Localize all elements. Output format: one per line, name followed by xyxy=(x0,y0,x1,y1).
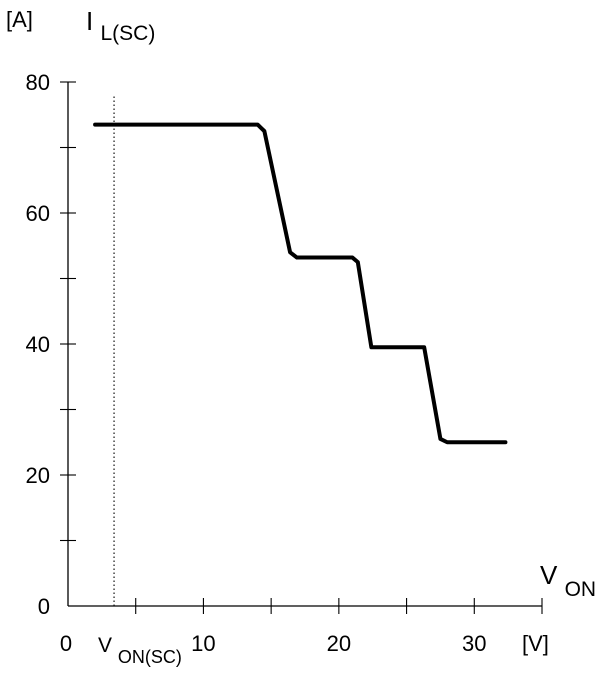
x-tick-label: 30 xyxy=(462,631,486,656)
y-unit-label: [A] xyxy=(6,7,33,32)
x-unit-label: [V] xyxy=(522,631,549,656)
y-tick-label: 20 xyxy=(26,463,50,488)
marker-label: V ON(SC) xyxy=(98,634,182,667)
x-axis-label: V ON xyxy=(540,560,596,601)
x-tick-label: 0 xyxy=(60,631,72,656)
y-tick-label: 0 xyxy=(38,594,50,619)
x-tick-label: 20 xyxy=(327,631,351,656)
chart-plot-area: 0 10 20 30 0 20 40 60 80 xyxy=(26,70,543,656)
x-tick-label: 10 xyxy=(191,631,215,656)
y-tick-label: 40 xyxy=(26,332,50,357)
y-tick-label: 80 xyxy=(26,70,50,95)
y-axis-label: I L(SC) xyxy=(86,6,155,45)
series-1-line xyxy=(93,122,508,445)
y-tick-label: 60 xyxy=(26,201,50,226)
